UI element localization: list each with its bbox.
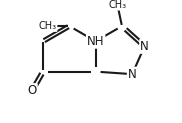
- Text: N: N: [128, 68, 136, 81]
- Text: CH₃: CH₃: [38, 21, 57, 31]
- Text: N: N: [140, 40, 149, 53]
- Text: NH: NH: [87, 35, 104, 48]
- Text: CH₃: CH₃: [108, 0, 126, 10]
- Text: O: O: [27, 84, 37, 97]
